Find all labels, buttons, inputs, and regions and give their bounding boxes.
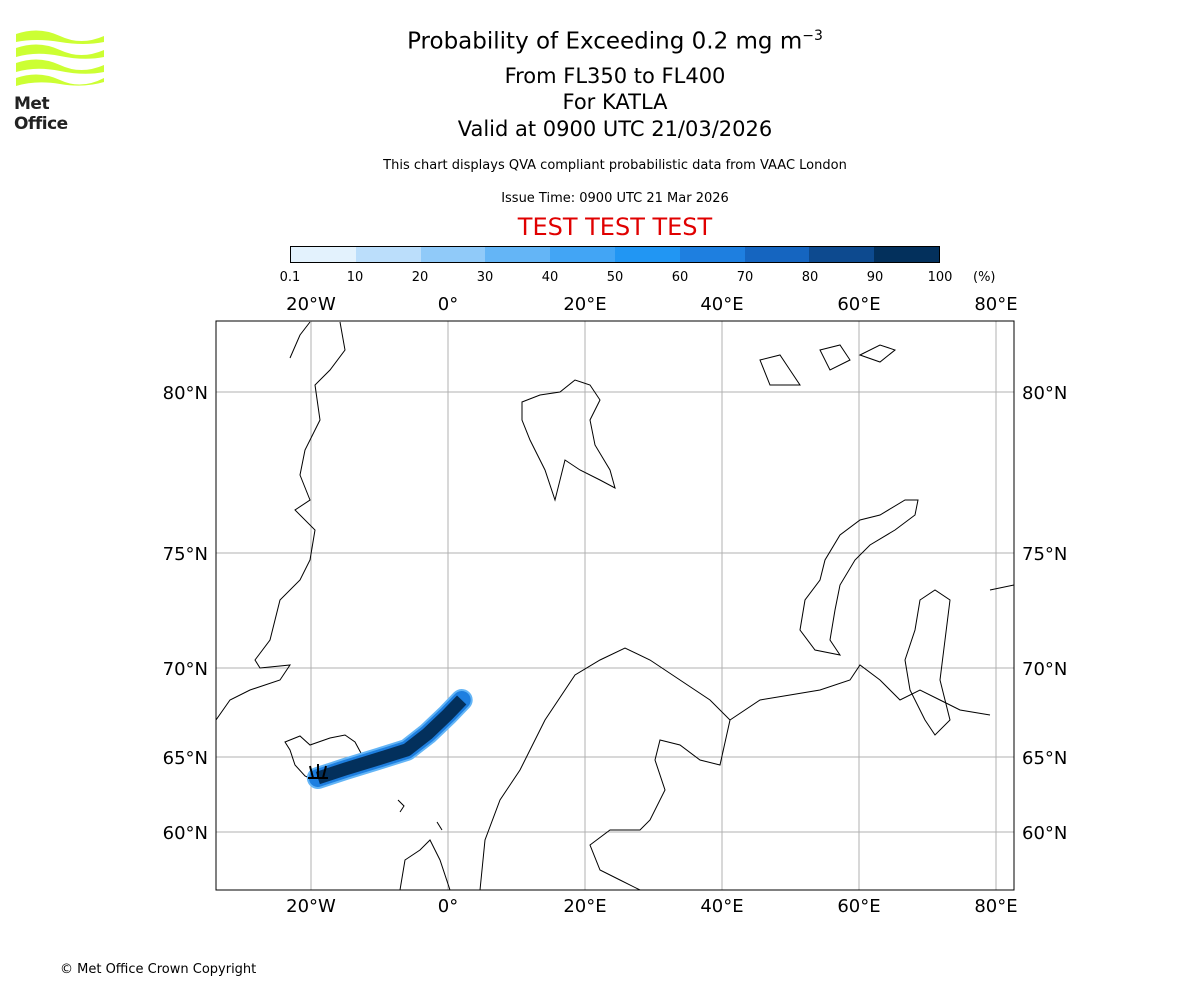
ash-plume [306, 689, 473, 789]
shetland-coast [397, 799, 443, 831]
colorbar [290, 246, 940, 263]
svalbard-coast [521, 379, 616, 502]
coastlines [216, 321, 1014, 890]
lon-tick-label: 20°W [286, 896, 336, 917]
lat-tick-label-right: 80°N [1022, 383, 1067, 404]
lon-tick-label: 60°E [837, 294, 880, 315]
scandinavia-coast [479, 647, 731, 890]
chart-note: This chart displays QVA compliant probab… [383, 158, 847, 173]
lon-tick-label: 40°E [700, 896, 743, 917]
kola-coast [729, 664, 991, 721]
lat-tick-label-left: 80°N [163, 383, 208, 404]
colorbar-tick: 10 [346, 270, 364, 285]
issue-time: Issue Time: 0900 UTC 21 Mar 2026 [501, 191, 729, 206]
met-office-logo: Met Office [14, 30, 106, 134]
lon-tick-label: 80°E [974, 896, 1017, 917]
lon-tick-label: 20°E [563, 294, 606, 315]
franz-josef-coast [759, 344, 897, 386]
lon-tick-label: 0° [438, 294, 458, 315]
colorbar-bin [809, 247, 875, 262]
lon-tick-label: 40°E [700, 294, 743, 315]
colorbar-bin [355, 247, 421, 262]
volcano-name: For KATLA [562, 90, 668, 114]
chart-title: Probability of Exceeding 0.2 mg m−3 [407, 28, 823, 55]
colorbar-tick: 0.1 [279, 270, 301, 285]
colorbar-bin [485, 247, 551, 262]
valid-time: Valid at 0900 UTC 21/03/2026 [457, 117, 773, 141]
colorbar-tick: 90 [866, 270, 884, 285]
flight-levels: From FL350 to FL400 [504, 64, 726, 88]
colorbar-bin [744, 247, 810, 262]
greenland-coast [216, 321, 346, 721]
colorbar-tick: 70 [736, 270, 754, 285]
colorbar-bin [291, 247, 356, 262]
colorbar-tick: 40 [541, 270, 559, 285]
lon-tick-label: 0° [438, 896, 458, 917]
colorbar-tick: 100 [927, 270, 953, 285]
lon-tick-label: 20°E [563, 896, 606, 917]
colorbar-bin [420, 247, 486, 262]
lat-tick-label-right: 65°N [1022, 748, 1067, 769]
lat-tick-label-right: 75°N [1022, 544, 1067, 565]
colorbar-tick: 80 [801, 270, 819, 285]
yamal-coast [904, 584, 1014, 736]
lat-tick-label-left: 60°N [163, 823, 208, 844]
map-frame [215, 320, 1015, 891]
colorbar-bin [550, 247, 615, 262]
colorbar-bin [874, 247, 939, 262]
scotland-coast [399, 839, 451, 890]
test-banner: TEST TEST TEST [517, 213, 713, 241]
colorbar-bin [614, 247, 680, 262]
lat-tick-label-left: 65°N [163, 748, 208, 769]
colorbar-tick: 50 [606, 270, 624, 285]
lat-tick-label-left: 70°N [163, 659, 208, 680]
volcano-marker [308, 764, 328, 779]
logo-text: Met Office [14, 94, 68, 134]
copyright: © Met Office Crown Copyright [60, 962, 257, 977]
plume-core [315, 695, 467, 785]
colorbar-unit: (%) [973, 270, 996, 285]
lat-tick-label-right: 60°N [1022, 823, 1067, 844]
lon-tick-label: 20°W [286, 294, 336, 315]
novaya-zemlya-coast [799, 499, 919, 656]
lon-tick-label: 60°E [837, 896, 880, 917]
colorbar-bin [679, 247, 745, 262]
lat-tick-label-left: 75°N [163, 544, 208, 565]
lat-tick-label-right: 70°N [1022, 659, 1067, 680]
lon-tick-label: 80°E [974, 294, 1017, 315]
colorbar-tick: 30 [476, 270, 494, 285]
colorbar-tick: 20 [411, 270, 429, 285]
colorbar-tick: 60 [671, 270, 689, 285]
